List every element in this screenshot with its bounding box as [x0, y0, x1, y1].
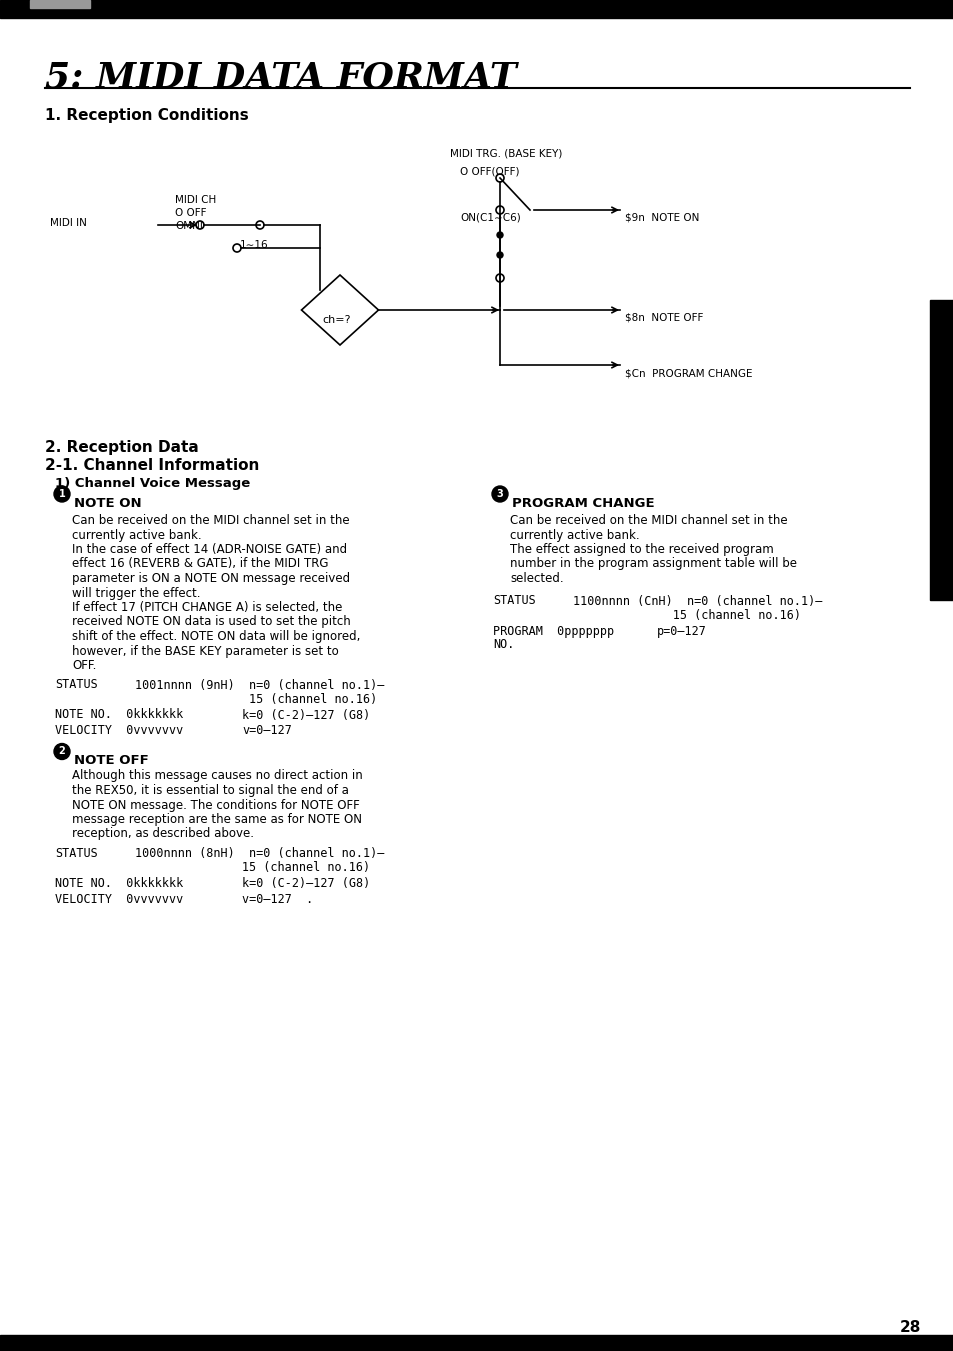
Text: 1. Reception Conditions: 1. Reception Conditions: [45, 108, 249, 123]
Text: 3: 3: [497, 489, 503, 499]
Circle shape: [497, 232, 502, 238]
Text: STATUS: STATUS: [493, 594, 536, 608]
Text: 1) Channel Voice Message: 1) Channel Voice Message: [55, 477, 250, 490]
Circle shape: [492, 486, 507, 503]
Text: OFF.: OFF.: [71, 659, 96, 671]
Text: MIDI IN: MIDI IN: [50, 218, 87, 228]
Text: 28: 28: [899, 1320, 921, 1335]
Text: currently active bank.: currently active bank.: [510, 528, 639, 542]
Text: p=0–127: p=0–127: [657, 624, 706, 638]
Text: PROGRAM CHANGE: PROGRAM CHANGE: [512, 497, 654, 509]
Text: however, if the BASE KEY parameter is set to: however, if the BASE KEY parameter is se…: [71, 644, 338, 658]
Text: $Cn  PROGRAM CHANGE: $Cn PROGRAM CHANGE: [624, 367, 752, 378]
Text: NOTE NO.  0kkkkkkk: NOTE NO. 0kkkkkkk: [55, 877, 183, 890]
Text: MIDI CH: MIDI CH: [174, 195, 216, 205]
Text: k=0 (C-2)–127 (G8): k=0 (C-2)–127 (G8): [242, 708, 370, 721]
Text: In the case of effect 14 (ADR-NOISE GATE) and: In the case of effect 14 (ADR-NOISE GATE…: [71, 543, 347, 557]
Bar: [0, 1335, 953, 1351]
Text: received NOTE ON data is used to set the pitch: received NOTE ON data is used to set the…: [71, 616, 351, 628]
Text: O OFF(OFF): O OFF(OFF): [459, 168, 519, 177]
Text: NOTE ON message. The conditions for NOTE OFF: NOTE ON message. The conditions for NOTE…: [71, 798, 359, 812]
Text: STATUS: STATUS: [55, 847, 97, 861]
Text: O OFF: O OFF: [174, 208, 206, 218]
Text: PROGRAM  0ppppppp: PROGRAM 0ppppppp: [493, 624, 614, 638]
Bar: [30, 0, 90, 8]
Circle shape: [497, 253, 502, 258]
Text: Can be received on the MIDI channel set in the: Can be received on the MIDI channel set …: [510, 513, 787, 527]
Circle shape: [54, 743, 70, 759]
Text: effect 16 (REVERB & GATE), if the MIDI TRG: effect 16 (REVERB & GATE), if the MIDI T…: [71, 558, 328, 570]
Text: 1100nnnn (CnH)  n=0 (channel no.1)–: 1100nnnn (CnH) n=0 (channel no.1)–: [573, 594, 821, 608]
Text: Can be received on the MIDI channel set in the: Can be received on the MIDI channel set …: [71, 513, 349, 527]
Text: 1∼16: 1∼16: [240, 240, 269, 250]
Text: NOTE NO.  0kkkkkkk: NOTE NO. 0kkkkkkk: [55, 708, 183, 721]
Text: k=0 (C-2)–127 (G8): k=0 (C-2)–127 (G8): [242, 877, 370, 890]
Text: parameter is ON a NOTE ON message received: parameter is ON a NOTE ON message receiv…: [71, 571, 350, 585]
Text: v=0–127  .: v=0–127 .: [242, 893, 313, 907]
Text: OMNI: OMNI: [174, 222, 203, 231]
Circle shape: [54, 486, 70, 503]
Bar: [929, 300, 953, 600]
Text: NO.: NO.: [493, 639, 514, 651]
Text: shift of the effect. NOTE ON data will be ignored,: shift of the effect. NOTE ON data will b…: [71, 630, 360, 643]
Text: VELOCITY  0vvvvvvv: VELOCITY 0vvvvvvv: [55, 724, 183, 738]
Text: number in the program assignment table will be: number in the program assignment table w…: [510, 558, 796, 570]
Text: MIDI TRG. (BASE KEY): MIDI TRG. (BASE KEY): [450, 149, 561, 158]
Text: the REX50, it is essential to signal the end of a: the REX50, it is essential to signal the…: [71, 784, 349, 797]
Text: v=0–127: v=0–127: [242, 724, 292, 738]
Text: ON(C1∼C6): ON(C1∼C6): [459, 213, 520, 223]
Text: NOTE ON: NOTE ON: [74, 497, 141, 509]
Text: 1001nnnn (9nH)  n=0 (channel no.1)–: 1001nnnn (9nH) n=0 (channel no.1)–: [135, 678, 384, 692]
Text: selected.: selected.: [510, 571, 563, 585]
Text: VELOCITY  0vvvvvvv: VELOCITY 0vvvvvvv: [55, 893, 183, 907]
Text: 2. Reception Data: 2. Reception Data: [45, 440, 198, 455]
Text: will trigger the effect.: will trigger the effect.: [71, 586, 200, 600]
Text: $9n  NOTE ON: $9n NOTE ON: [624, 213, 699, 223]
Text: If effect 17 (PITCH CHANGE A) is selected, the: If effect 17 (PITCH CHANGE A) is selecte…: [71, 601, 342, 613]
Bar: [0, 0, 953, 18]
Text: Although this message causes no direct action in: Although this message causes no direct a…: [71, 770, 362, 782]
Text: ch=?: ch=?: [322, 315, 350, 326]
Text: 15 (channel no.16): 15 (channel no.16): [135, 861, 370, 874]
Text: 2: 2: [58, 747, 66, 757]
Text: 15 (channel no.16): 15 (channel no.16): [135, 693, 376, 705]
Text: reception, as described above.: reception, as described above.: [71, 828, 253, 840]
Text: $8n  NOTE OFF: $8n NOTE OFF: [624, 313, 702, 323]
Text: 2-1. Channel Information: 2-1. Channel Information: [45, 458, 259, 473]
Text: 1: 1: [58, 489, 66, 499]
Text: message reception are the same as for NOTE ON: message reception are the same as for NO…: [71, 813, 361, 825]
Text: STATUS: STATUS: [55, 678, 97, 692]
Text: 5: MIDI DATA FORMAT: 5: MIDI DATA FORMAT: [45, 59, 517, 95]
Text: 15 (channel no.16): 15 (channel no.16): [573, 608, 801, 621]
Text: NOTE OFF: NOTE OFF: [74, 754, 149, 767]
Text: The effect assigned to the received program: The effect assigned to the received prog…: [510, 543, 773, 557]
Text: 1000nnnn (8nH)  n=0 (channel no.1)–: 1000nnnn (8nH) n=0 (channel no.1)–: [135, 847, 384, 861]
Text: currently active bank.: currently active bank.: [71, 528, 201, 542]
